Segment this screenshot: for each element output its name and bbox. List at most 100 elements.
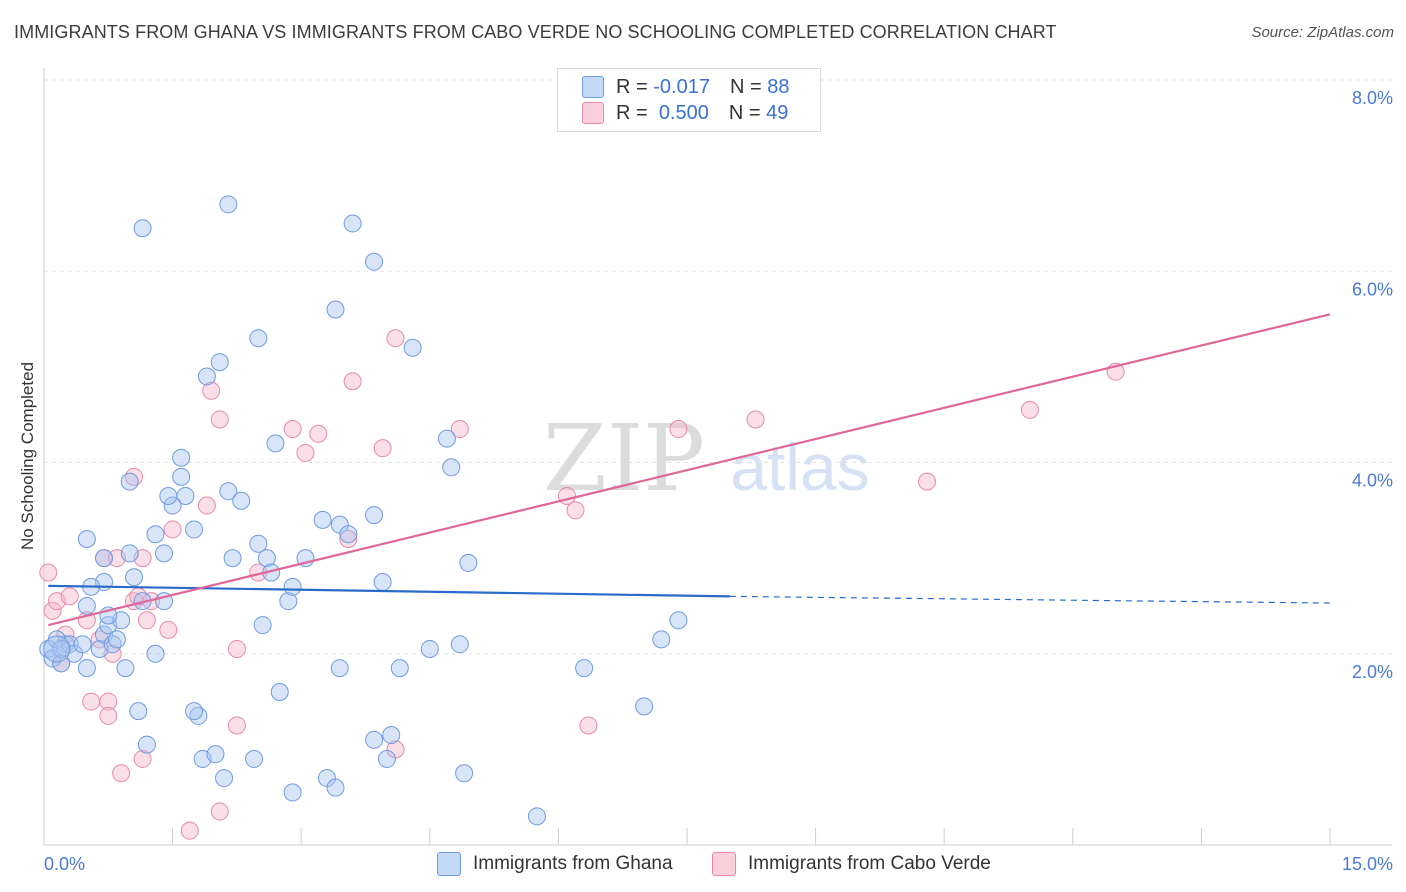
ghana-trend-line	[48, 584, 730, 598]
correlation-legend: R = -0.017 N = 88 R = 0.500 N = 49	[557, 68, 821, 132]
ghana-point	[172, 467, 191, 486]
trend-lines	[48, 313, 1331, 627]
cabo-verde-point	[133, 749, 152, 768]
legend-n-value-cabo-verde: 49	[766, 101, 789, 124]
ghana-point	[365, 252, 384, 271]
ghana-trend-extension	[729, 595, 1331, 604]
ghana-point	[232, 491, 251, 510]
cabo-verde-point	[197, 496, 216, 515]
x-tick-label-min: 0.0%	[44, 854, 85, 874]
ghana-point	[159, 486, 178, 505]
cabo-verde-point	[669, 420, 688, 439]
cabo-verde-trend-line	[48, 313, 1331, 627]
cabo-verde-point	[227, 639, 246, 658]
legend-row-ghana: R = -0.017 N = 88	[582, 75, 789, 99]
cabo-verde-point	[210, 802, 229, 821]
ghana-point	[219, 482, 238, 501]
cabo-verde-point	[82, 692, 101, 711]
ghana-point	[206, 745, 225, 764]
series-label-cabo-verde: Immigrants from Cabo Verde	[748, 853, 991, 874]
ghana-point	[146, 644, 165, 663]
y-tick-label-2: 2.0%	[1352, 662, 1393, 682]
ghana-point	[442, 458, 461, 477]
cabo-verde-point	[210, 410, 229, 429]
ghana-point	[120, 472, 139, 491]
ghana-point	[373, 573, 392, 592]
ghana-point	[107, 630, 126, 649]
ghana-point	[339, 525, 358, 544]
legend-swatch-cabo-verde	[582, 102, 604, 124]
legend-row-cabo-verde: R = 0.500 N = 49	[582, 101, 788, 125]
legend-n-label: N =	[728, 101, 761, 124]
legend-r-label: R =	[616, 101, 648, 124]
ghana-point	[219, 195, 238, 214]
legend-n-value-ghana: 88	[767, 75, 790, 98]
ghana-point	[377, 749, 396, 768]
ghana-point	[635, 697, 654, 716]
ghana-point	[283, 577, 302, 596]
cabo-verde-point	[43, 601, 62, 620]
cabo-verde-point	[918, 472, 937, 491]
ghana-point	[249, 329, 268, 348]
cabo-verde-point	[296, 443, 315, 462]
cabo-verde-point	[343, 372, 362, 391]
series-legend-ghana: Immigrants from Ghana	[437, 851, 673, 877]
ghana-point	[450, 635, 469, 654]
ghana-point	[137, 735, 156, 754]
cabo-verde-point	[202, 381, 221, 400]
ghana-point	[365, 730, 384, 749]
ghana-point	[253, 616, 272, 635]
ghana-point	[343, 214, 362, 233]
ghana-point	[95, 549, 114, 568]
ghana-point	[390, 659, 409, 678]
ghana-point	[669, 611, 688, 630]
ghana-point	[403, 338, 422, 357]
cabo-verde-point	[180, 821, 199, 840]
ghana-point	[257, 549, 276, 568]
ghana-point	[527, 807, 546, 826]
cabo-verde-point	[99, 706, 118, 725]
ghana-point	[185, 520, 204, 539]
cabo-verde-point	[112, 764, 131, 783]
y-tick-labels: 2.0% 4.0% 6.0% 8.0%	[1352, 88, 1393, 682]
cabo-verde-point	[60, 587, 79, 606]
cabo-verde-point	[373, 439, 392, 458]
cabo-verde-point	[1020, 400, 1039, 419]
cabo-verde-point	[159, 620, 178, 639]
cabo-verde-point	[137, 611, 156, 630]
ghana-point	[575, 659, 594, 678]
watermark-atlas: atlas	[730, 430, 869, 504]
ghana-point	[330, 659, 349, 678]
legend-n-label: N =	[729, 75, 762, 98]
cabo-verde-point	[99, 692, 118, 711]
ghana-point	[420, 639, 439, 658]
cabo-verde-point	[339, 530, 358, 548]
ghana-point	[185, 702, 204, 721]
series-legend-cabo-verde: Immigrants from Cabo Verde	[712, 851, 991, 877]
x-tick-label-max: 15.0%	[1342, 854, 1393, 874]
ghana-point	[266, 434, 285, 453]
ghana-point	[133, 219, 152, 238]
y-tick-label-6: 6.0%	[1352, 279, 1393, 299]
ghana-point	[146, 525, 165, 544]
ghana-point	[73, 635, 92, 654]
cabo-verde-point	[386, 329, 405, 348]
legend-r-value-cabo-verde: 0.500	[658, 101, 709, 124]
ghana-point	[313, 510, 332, 529]
series-swatch-cabo-verde	[712, 852, 736, 876]
ghana-point	[652, 630, 671, 649]
cabo-verde-point	[746, 410, 765, 429]
legend-swatch-ghana	[582, 76, 604, 98]
ghana-point	[125, 568, 144, 587]
source-label: Source: ZipAtlas.com	[1251, 24, 1394, 41]
ghana-point	[270, 683, 289, 701]
ghana-point	[455, 764, 474, 783]
axes	[43, 68, 1392, 846]
legend-r-value-ghana: -0.017	[653, 75, 710, 98]
ghana-point	[210, 353, 229, 372]
ghana-point	[382, 726, 401, 745]
ghana-point	[77, 530, 96, 548]
ghana-point	[172, 448, 191, 467]
cabo-verde-point	[450, 420, 469, 439]
